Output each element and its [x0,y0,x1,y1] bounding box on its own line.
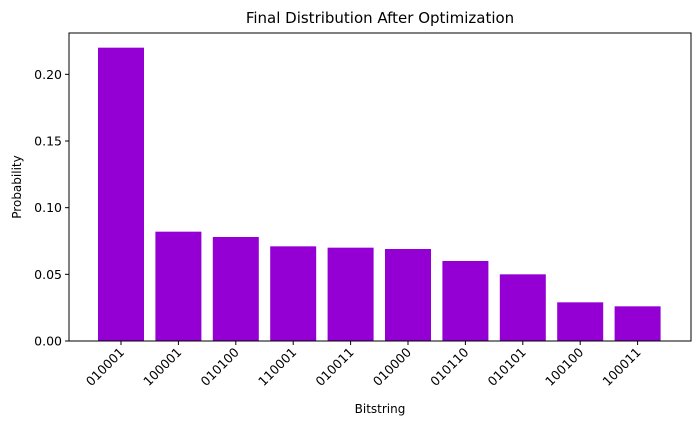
y-tick-label: 0.05 [34,267,62,282]
y-axis-label: Probability [10,155,24,218]
bar-110001 [270,246,317,341]
x-tick-label: 010101 [485,345,529,389]
x-tick-label: 010011 [312,345,356,389]
x-tick-label: 100001 [140,345,184,389]
x-tick-label: 100011 [599,345,643,389]
bar-100001 [155,231,202,341]
bar-010101 [499,274,546,341]
x-tick-label: 010100 [198,344,242,388]
x-tick-label: 010110 [427,344,471,388]
bar-010100 [212,237,259,341]
x-axis-label: Bitstring [355,402,406,416]
y-tick-label: 0.00 [34,334,62,349]
bar-series [98,47,661,342]
chart-title: Final Distribution After Optimization [246,9,514,27]
x-tick-label: 010000 [370,344,414,388]
bar-010000 [385,249,431,341]
bar-010011 [327,247,374,341]
y-axis-ticks: 0.00 0.05 0.10 0.15 0.20 [34,67,69,349]
x-tick-label: 110001 [255,345,299,389]
x-axis-ticks: 010001 100001 010100 110001 010011 010000 0101… [83,341,644,389]
y-tick-label: 0.20 [34,67,62,82]
x-tick-label: 100100 [542,344,586,388]
bar-100100 [557,302,604,341]
bar-010001 [98,47,144,342]
y-tick-label: 0.15 [34,134,62,149]
bar-100011 [614,306,661,341]
bar-010110 [442,261,489,341]
y-tick-label: 0.10 [34,200,62,215]
x-tick-label: 010001 [83,345,127,389]
plot-frame [68,32,692,342]
